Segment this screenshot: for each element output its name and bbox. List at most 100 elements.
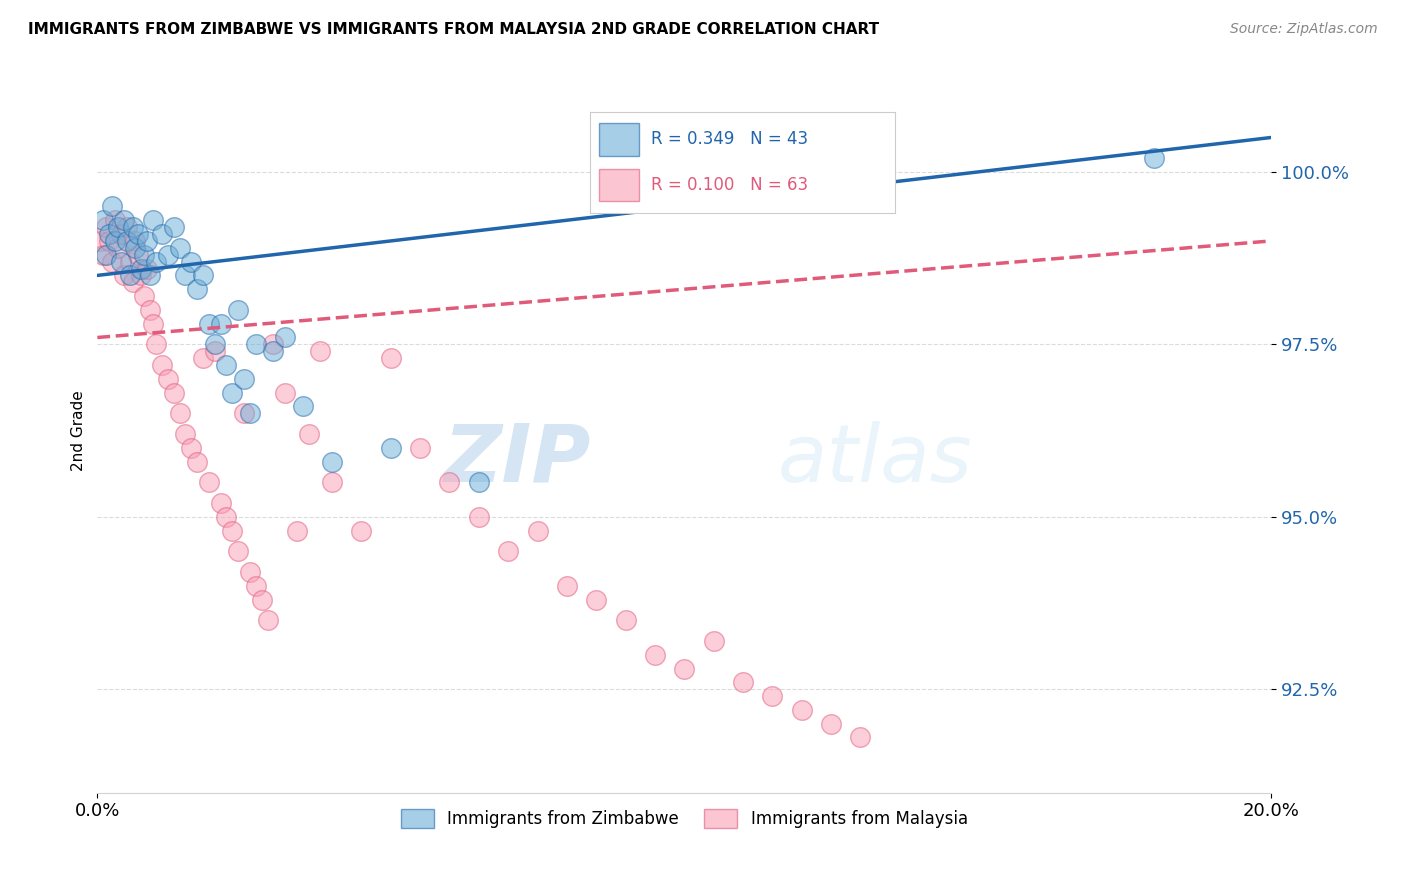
Point (150, 358, 173, 372)
Point (245, 579, 267, 593)
Point (614, 613, 637, 627)
Point (233, 406, 256, 420)
Point (127, 227, 149, 241)
Point (110, 227, 132, 241)
Point (215, 509, 238, 524)
Point (226, 544, 249, 558)
Point (298, 427, 321, 442)
Point (204, 337, 226, 351)
Point (250, 592, 273, 607)
Point (110, 254, 132, 268)
Point (262, 337, 284, 351)
Point (156, 248, 179, 262)
Point (274, 385, 297, 400)
Point (468, 475, 491, 490)
Point (849, 731, 872, 745)
Point (703, 634, 725, 648)
Point (124, 234, 146, 248)
Point (131, 261, 153, 276)
Y-axis label: 2nd Grade: 2nd Grade (72, 390, 86, 471)
Point (169, 241, 191, 255)
Point (115, 234, 138, 248)
Point (226, 302, 249, 317)
Point (820, 716, 842, 731)
Point (309, 344, 332, 359)
Point (121, 275, 143, 289)
Point (285, 524, 308, 538)
Point (209, 496, 232, 510)
Point (221, 385, 243, 400)
Point (526, 524, 548, 538)
Point (239, 565, 262, 579)
Point (186, 455, 208, 469)
Point (380, 351, 402, 366)
Point (145, 337, 167, 351)
Point (118, 254, 141, 268)
Point (350, 524, 373, 538)
Point (233, 372, 256, 386)
Point (761, 689, 783, 703)
Point (169, 406, 191, 420)
Point (239, 406, 262, 420)
Point (163, 385, 186, 400)
Point (136, 234, 159, 248)
Point (134, 248, 156, 262)
Text: ZIP: ZIP (443, 420, 591, 499)
Text: IMMIGRANTS FROM ZIMBABWE VS IMMIGRANTS FROM MALAYSIA 2ND GRADE CORRELATION CHART: IMMIGRANTS FROM ZIMBABWE VS IMMIGRANTS F… (28, 22, 879, 37)
Point (139, 268, 162, 283)
Point (198, 475, 221, 490)
Point (91, 213, 114, 227)
Point (142, 317, 165, 331)
Point (139, 302, 162, 317)
Text: atlas: atlas (778, 420, 973, 499)
Point (91, 248, 114, 262)
Point (96, 248, 118, 262)
Point (142, 213, 165, 227)
Point (262, 344, 284, 359)
Point (104, 213, 127, 227)
Point (380, 441, 402, 455)
Point (409, 441, 432, 455)
Point (291, 400, 314, 414)
Point (191, 268, 214, 283)
Point (555, 579, 578, 593)
Point (321, 475, 343, 490)
Legend: Immigrants from Zimbabwe, Immigrants from Malaysia: Immigrants from Zimbabwe, Immigrants fro… (394, 803, 974, 835)
Point (174, 268, 197, 283)
Point (321, 455, 343, 469)
Point (115, 220, 138, 235)
Point (221, 524, 243, 538)
Point (1143, 151, 1166, 165)
Point (112, 268, 135, 283)
Point (121, 220, 143, 235)
Point (186, 282, 208, 296)
Point (131, 268, 153, 283)
Point (731, 675, 754, 690)
Point (104, 234, 127, 248)
Point (112, 213, 135, 227)
Point (107, 220, 129, 235)
Point (150, 227, 173, 241)
Point (191, 351, 214, 366)
Point (198, 317, 221, 331)
Point (96, 220, 118, 235)
Point (644, 648, 666, 662)
Point (127, 248, 149, 262)
Point (156, 372, 179, 386)
Point (209, 317, 232, 331)
Point (89, 234, 111, 248)
Point (145, 254, 167, 268)
Point (101, 254, 124, 268)
Point (673, 661, 696, 675)
Point (124, 241, 146, 255)
Text: Source: ZipAtlas.com: Source: ZipAtlas.com (1230, 22, 1378, 37)
Point (496, 544, 519, 558)
Point (136, 261, 159, 276)
Point (439, 475, 461, 490)
Point (274, 330, 297, 344)
Point (174, 427, 197, 442)
Point (101, 199, 124, 213)
Point (107, 241, 129, 255)
Point (118, 268, 141, 283)
Point (585, 592, 607, 607)
